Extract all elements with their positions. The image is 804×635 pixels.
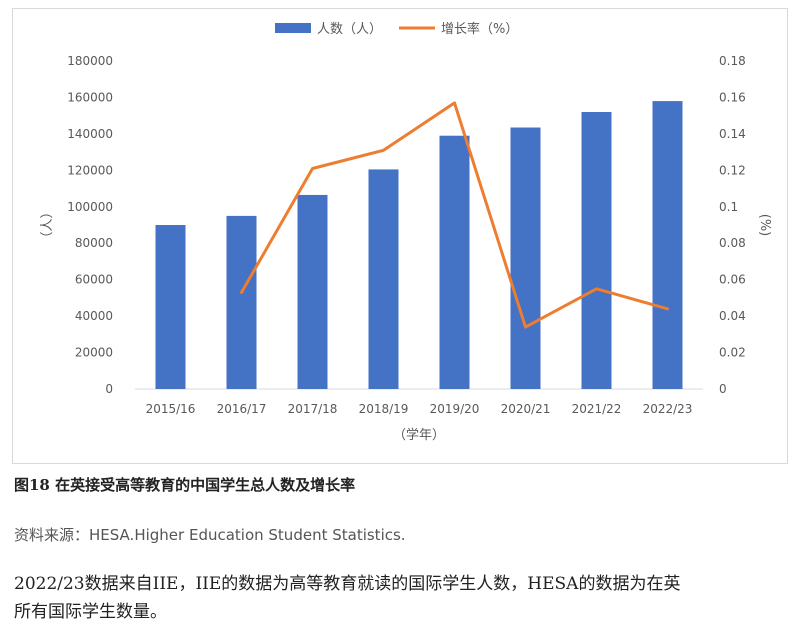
bar-2015-16 xyxy=(155,225,186,389)
right-axis-tick-label: 0.14 xyxy=(719,127,746,141)
x-tick-label: 2015/16 xyxy=(146,402,196,416)
x-tick-label: 2019/20 xyxy=(430,402,480,416)
right-axis-tick-label: 0.06 xyxy=(719,273,746,287)
x-tick-label: 2020/21 xyxy=(501,402,551,416)
note-paragraph: 2022/23数据来自IIE，IIE的数据为高等教育就读的国际学生人数，HESA… xyxy=(14,570,794,626)
left-axis-tick-label: 20000 xyxy=(75,346,113,360)
left-axis-tick-label: 140000 xyxy=(67,127,113,141)
left-axis-tick-label: 180000 xyxy=(67,54,113,68)
figure-caption: 图18 在英接受高等教育的中国学生总人数及增长率 xyxy=(14,476,356,494)
legend-line-label: 增长率（%） xyxy=(441,21,518,37)
note-line-1: 2022/23数据来自IIE，IIE的数据为高等教育就读的国际学生人数，HESA… xyxy=(14,574,681,594)
x-tick-label: 2017/18 xyxy=(288,402,338,416)
bar-2018-19 xyxy=(368,169,399,389)
right-axis-tick-label: 0.16 xyxy=(719,90,746,104)
left-axis-tick-label: 40000 xyxy=(75,309,113,323)
right-axis-tick-label: 0.02 xyxy=(719,346,746,360)
bar-2019-20 xyxy=(439,135,470,389)
legend-bar-swatch xyxy=(275,23,311,33)
bar-2021-22 xyxy=(581,112,612,390)
right-axis-tick-label: 0.1 xyxy=(719,200,738,214)
chart-frame: 0 20000 40000 60000 80000 100000 120000 140000 1… xyxy=(12,8,788,464)
x-tick-label: 2022/23 xyxy=(643,402,693,416)
note-line-2: 所有国际学生数量。 xyxy=(14,602,167,622)
right-axis-tick-label: 0 xyxy=(719,382,727,396)
left-axis-tick-label: 0 xyxy=(105,382,113,396)
right-axis-tick-label: 0.12 xyxy=(719,163,746,177)
bar-2020-21 xyxy=(510,127,541,389)
left-axis-tick-label: 80000 xyxy=(75,236,113,250)
x-tick-label: 2016/17 xyxy=(217,402,267,416)
right-axis-tick-label: 0.18 xyxy=(719,54,746,68)
right-axis-title: (%) xyxy=(757,214,772,237)
combo-chart: 0 20000 40000 60000 80000 100000 120000 140000 1… xyxy=(40,21,772,443)
left-axis-title: （人） xyxy=(40,205,55,244)
right-axis-tick-label: 0.04 xyxy=(719,309,746,323)
source-text: 资料来源：HESA.Higher Education Student Stati… xyxy=(14,526,406,544)
right-axis-tick-label: 0.08 xyxy=(719,236,746,250)
left-axis-tick-label: 60000 xyxy=(75,273,113,287)
x-axis-title: （学年） xyxy=(393,427,445,443)
x-tick-label: 2018/19 xyxy=(359,402,409,416)
left-axis-tick-label: 120000 xyxy=(67,163,113,177)
bar-2016-17 xyxy=(226,215,257,389)
bar-2017-18 xyxy=(297,194,328,389)
left-axis-tick-label: 160000 xyxy=(67,90,113,104)
x-tick-label: 2021/22 xyxy=(572,402,622,416)
left-axis-tick-label: 100000 xyxy=(67,200,113,214)
bar-2022-23 xyxy=(652,101,683,389)
legend-bar-label: 人数（人） xyxy=(317,22,382,37)
